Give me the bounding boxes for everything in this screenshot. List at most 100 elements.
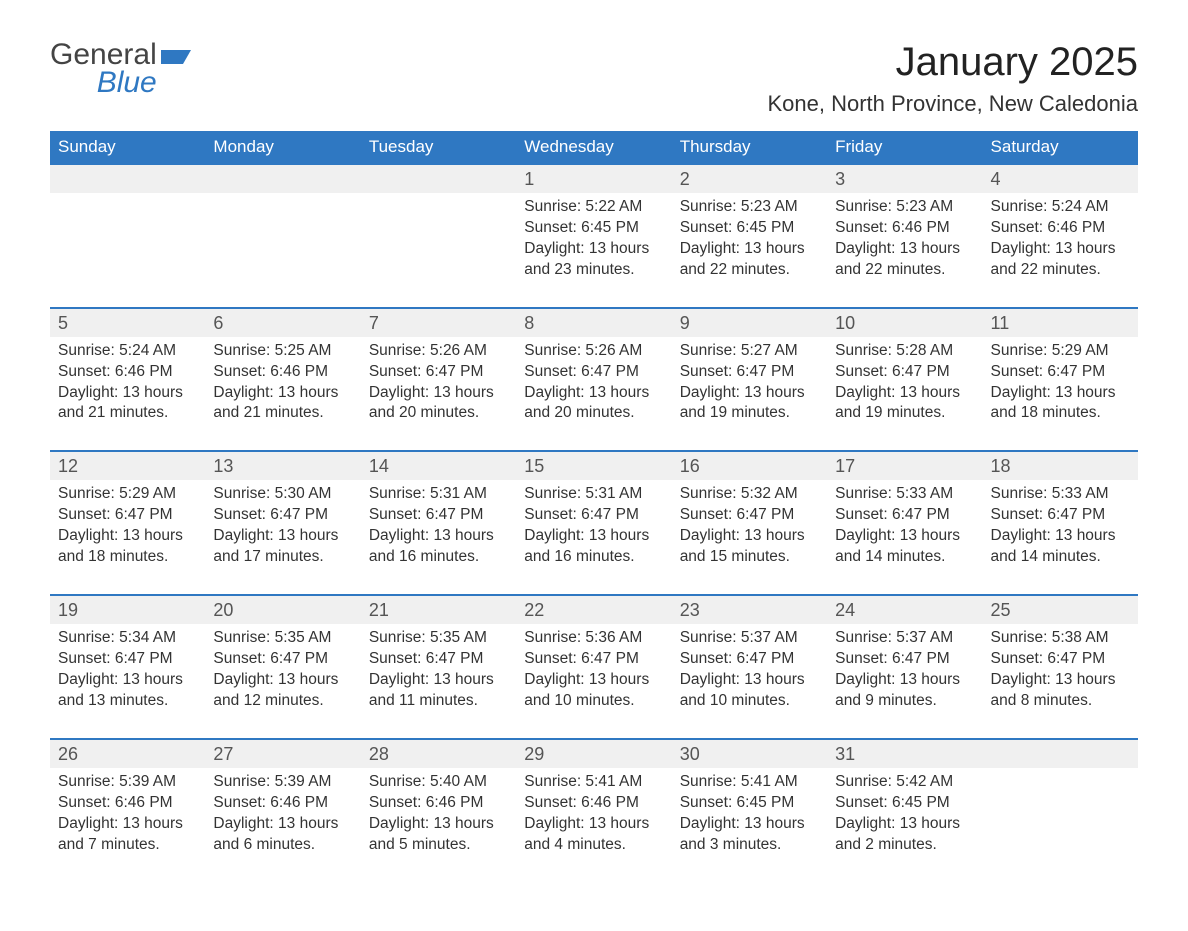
flag-icon [161,46,191,66]
day-number-cell: 2 [672,164,827,193]
day-number-cell: 11 [983,308,1138,337]
day-number-cell: 13 [205,451,360,480]
day-content-cell: Sunrise: 5:39 AMSunset: 6:46 PMDaylight:… [50,768,205,882]
day-content-cell: Sunrise: 5:29 AMSunset: 6:47 PMDaylight:… [50,480,205,595]
day-number-cell [50,164,205,193]
day-content-cell: Sunrise: 5:40 AMSunset: 6:46 PMDaylight:… [361,768,516,882]
day-content-cell: Sunrise: 5:22 AMSunset: 6:45 PMDaylight:… [516,193,671,308]
day-content-cell: Sunrise: 5:26 AMSunset: 6:47 PMDaylight:… [516,337,671,452]
day-content-cell [50,193,205,308]
day-number-cell: 1 [516,164,671,193]
day-number-cell: 22 [516,595,671,624]
day-content-cell: Sunrise: 5:23 AMSunset: 6:45 PMDaylight:… [672,193,827,308]
day-number-cell: 30 [672,739,827,768]
day-number-cell: 18 [983,451,1138,480]
day-number-cell: 4 [983,164,1138,193]
day-number-cell: 19 [50,595,205,624]
week-content-row: Sunrise: 5:22 AMSunset: 6:45 PMDaylight:… [50,193,1138,308]
day-number-cell: 3 [827,164,982,193]
day-number-cell: 12 [50,451,205,480]
day-content-cell: Sunrise: 5:29 AMSunset: 6:47 PMDaylight:… [983,337,1138,452]
day-content-cell: Sunrise: 5:25 AMSunset: 6:46 PMDaylight:… [205,337,360,452]
weekday-header: Tuesday [361,131,516,164]
calendar-body: 1234 Sunrise: 5:22 AMSunset: 6:45 PMDayl… [50,164,1138,881]
day-number-cell: 7 [361,308,516,337]
week-content-row: Sunrise: 5:34 AMSunset: 6:47 PMDaylight:… [50,624,1138,739]
day-content-cell: Sunrise: 5:23 AMSunset: 6:46 PMDaylight:… [827,193,982,308]
weekday-header: Saturday [983,131,1138,164]
day-number-cell: 31 [827,739,982,768]
day-number-cell: 5 [50,308,205,337]
day-content-cell: Sunrise: 5:33 AMSunset: 6:47 PMDaylight:… [983,480,1138,595]
location-subtitle: Kone, North Province, New Caledonia [767,91,1138,117]
day-content-cell: Sunrise: 5:42 AMSunset: 6:45 PMDaylight:… [827,768,982,882]
day-content-cell: Sunrise: 5:32 AMSunset: 6:47 PMDaylight:… [672,480,827,595]
day-number-cell: 16 [672,451,827,480]
day-content-cell: Sunrise: 5:31 AMSunset: 6:47 PMDaylight:… [361,480,516,595]
title-block: January 2025 Kone, North Province, New C… [767,40,1138,131]
day-content-cell [205,193,360,308]
day-number-cell: 10 [827,308,982,337]
day-content-cell: Sunrise: 5:36 AMSunset: 6:47 PMDaylight:… [516,624,671,739]
day-content-cell: Sunrise: 5:37 AMSunset: 6:47 PMDaylight:… [827,624,982,739]
day-number-cell: 9 [672,308,827,337]
day-content-cell: Sunrise: 5:26 AMSunset: 6:47 PMDaylight:… [361,337,516,452]
day-number-cell [361,164,516,193]
week-daynum-row: 567891011 [50,308,1138,337]
day-number-cell: 29 [516,739,671,768]
day-number-cell: 27 [205,739,360,768]
day-content-cell [361,193,516,308]
weekday-header: Sunday [50,131,205,164]
day-number-cell: 21 [361,595,516,624]
day-content-cell: Sunrise: 5:33 AMSunset: 6:47 PMDaylight:… [827,480,982,595]
weekday-header: Wednesday [516,131,671,164]
week-content-row: Sunrise: 5:29 AMSunset: 6:47 PMDaylight:… [50,480,1138,595]
header: General Blue January 2025 Kone, North Pr… [50,40,1138,131]
day-content-cell: Sunrise: 5:27 AMSunset: 6:47 PMDaylight:… [672,337,827,452]
day-content-cell [983,768,1138,882]
day-number-cell: 25 [983,595,1138,624]
calendar-table: SundayMondayTuesdayWednesdayThursdayFrid… [50,131,1138,881]
day-content-cell: Sunrise: 5:31 AMSunset: 6:47 PMDaylight:… [516,480,671,595]
calendar-page: General Blue January 2025 Kone, North Pr… [0,0,1188,931]
week-daynum-row: 262728293031 [50,739,1138,768]
week-daynum-row: 19202122232425 [50,595,1138,624]
day-content-cell: Sunrise: 5:35 AMSunset: 6:47 PMDaylight:… [361,624,516,739]
logo-text: General Blue [50,40,157,98]
day-content-cell: Sunrise: 5:35 AMSunset: 6:47 PMDaylight:… [205,624,360,739]
day-number-cell: 20 [205,595,360,624]
week-content-row: Sunrise: 5:24 AMSunset: 6:46 PMDaylight:… [50,337,1138,452]
day-number-cell [205,164,360,193]
day-number-cell: 23 [672,595,827,624]
weekday-header: Monday [205,131,360,164]
day-number-cell: 26 [50,739,205,768]
day-content-cell: Sunrise: 5:30 AMSunset: 6:47 PMDaylight:… [205,480,360,595]
day-content-cell: Sunrise: 5:41 AMSunset: 6:46 PMDaylight:… [516,768,671,882]
page-title: January 2025 [767,40,1138,85]
brand-logo: General Blue [50,40,191,98]
day-content-cell: Sunrise: 5:28 AMSunset: 6:47 PMDaylight:… [827,337,982,452]
day-number-cell: 17 [827,451,982,480]
weekday-header: Friday [827,131,982,164]
day-content-cell: Sunrise: 5:37 AMSunset: 6:47 PMDaylight:… [672,624,827,739]
day-content-cell: Sunrise: 5:41 AMSunset: 6:45 PMDaylight:… [672,768,827,882]
week-content-row: Sunrise: 5:39 AMSunset: 6:46 PMDaylight:… [50,768,1138,882]
day-content-cell: Sunrise: 5:24 AMSunset: 6:46 PMDaylight:… [50,337,205,452]
calendar-head: SundayMondayTuesdayWednesdayThursdayFrid… [50,131,1138,164]
logo-word-blue: Blue [50,68,157,98]
day-number-cell: 28 [361,739,516,768]
day-number-cell: 8 [516,308,671,337]
day-number-cell: 6 [205,308,360,337]
day-number-cell: 24 [827,595,982,624]
weekday-header: Thursday [672,131,827,164]
day-content-cell: Sunrise: 5:34 AMSunset: 6:47 PMDaylight:… [50,624,205,739]
day-number-cell [983,739,1138,768]
day-content-cell: Sunrise: 5:24 AMSunset: 6:46 PMDaylight:… [983,193,1138,308]
weekday-header-row: SundayMondayTuesdayWednesdayThursdayFrid… [50,131,1138,164]
week-daynum-row: 1234 [50,164,1138,193]
day-number-cell: 15 [516,451,671,480]
day-number-cell: 14 [361,451,516,480]
day-content-cell: Sunrise: 5:39 AMSunset: 6:46 PMDaylight:… [205,768,360,882]
week-daynum-row: 12131415161718 [50,451,1138,480]
day-content-cell: Sunrise: 5:38 AMSunset: 6:47 PMDaylight:… [983,624,1138,739]
